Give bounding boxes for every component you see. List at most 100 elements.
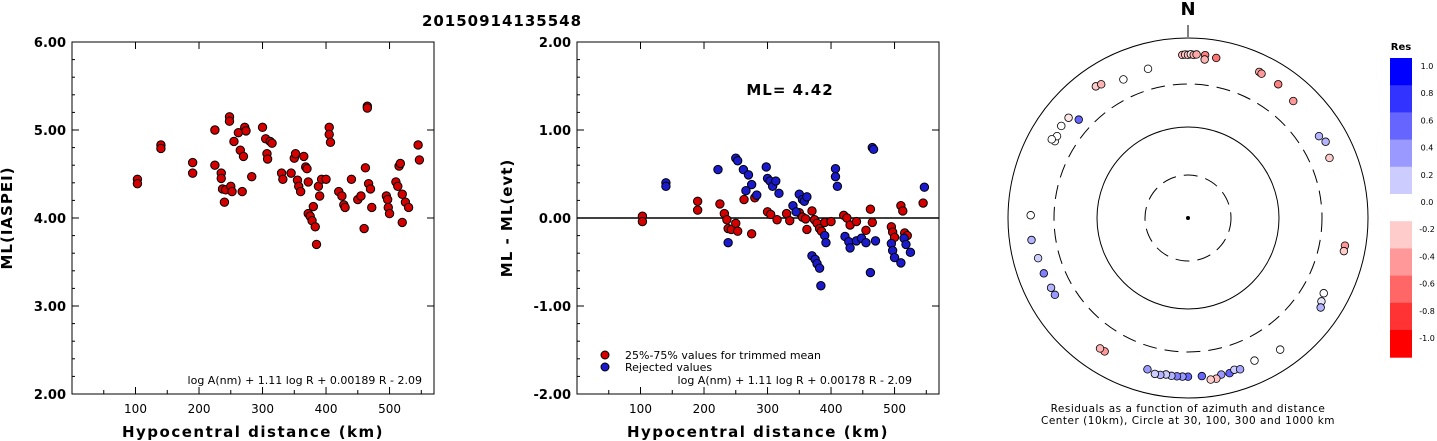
middle-data-point: [800, 214, 811, 224]
colorbar-tick-label: 0.0: [1421, 198, 1434, 207]
polar-data-point: [1274, 80, 1283, 89]
left-data-point: [210, 160, 220, 170]
colorbar-tick-label: 1.0: [1421, 62, 1434, 71]
middle-data-point: [865, 267, 876, 278]
legend-trimmed-label: 25%-75% values for trimmed mean: [625, 349, 821, 362]
middle-xtick-label: 400: [820, 402, 843, 416]
middle-data-point: [889, 252, 900, 263]
middle-data-point: [898, 206, 908, 216]
colorbar-tick-label: 0.6: [1421, 116, 1434, 125]
left-data-point: [414, 155, 425, 165]
polar-data-point: [1039, 269, 1049, 278]
middle-data-point: [832, 181, 843, 192]
left-data-point: [187, 168, 198, 178]
middle-data-point: [785, 215, 795, 226]
middle-data-point: [791, 207, 801, 217]
left-data-point: [290, 149, 301, 159]
colorbar-swatch: [1390, 330, 1412, 358]
legend: 25%-75% values for trimmed mean Rejected…: [600, 349, 821, 374]
polar-data-point: [1027, 235, 1036, 245]
middle-data-point: [861, 225, 871, 236]
ml-value-label: ML= 4.42: [746, 81, 833, 99]
middle-xtick-label: 300: [756, 402, 779, 416]
left-data-point: [224, 116, 235, 126]
ring-100km: [1096, 126, 1280, 310]
polar-data-point: [1319, 289, 1328, 298]
left-data-point: [360, 163, 371, 173]
ring-300km: [1053, 83, 1323, 353]
middle-data-point: [743, 170, 754, 180]
polar-data-points: [1026, 50, 1350, 384]
legend-rejected-marker: [600, 362, 610, 372]
middle-data-point: [814, 263, 825, 273]
middle-formula-text: log A(nm) + 1.11 log R + 0.00178 R - 2.0…: [678, 374, 912, 387]
ring-30km: [1144, 174, 1232, 262]
polar-data-point: [1314, 131, 1324, 141]
colorbar-tick-label: -0.2: [1419, 225, 1435, 234]
left-data-point: [299, 151, 309, 162]
colorbar-swatch: [1390, 194, 1412, 222]
middle-xtick-label: 200: [693, 402, 716, 416]
left-data-point: [311, 239, 322, 250]
polar-data-point: [1235, 365, 1245, 374]
left-data-point: [229, 136, 239, 147]
left-data-point: [321, 174, 331, 184]
colorbar-tick-label: 0.2: [1421, 171, 1434, 180]
middle-ytick-label: 1.00: [539, 124, 571, 139]
polar-data-point: [1200, 55, 1209, 64]
left-data-point: [156, 143, 166, 154]
polar-data-point: [1057, 121, 1066, 131]
middle-data-point: [772, 215, 782, 225]
middle-data-point: [692, 205, 703, 215]
left-data-point: [310, 222, 320, 232]
middle-xtick-label: 500: [883, 402, 906, 416]
middle-ytick-label: -2.00: [534, 388, 571, 403]
left-data-point: [303, 177, 313, 187]
middle-data-point: [861, 237, 871, 248]
left-data-point: [295, 186, 306, 197]
polar-data-point: [1064, 113, 1073, 122]
middle-data-point: [830, 164, 841, 174]
left-y-axis-label: ML(IASPEI): [0, 166, 16, 269]
middle-data-point: [771, 176, 781, 186]
colorbar-title: Res: [1391, 42, 1411, 53]
middle-data-point: [661, 181, 671, 192]
middle-ytick-label: 2.00: [539, 36, 571, 51]
left-ytick-label: 2.00: [34, 388, 66, 403]
middle-scatter-plot: 100 200 300 400 500 -2.00 -1.00 0.00 1.00 2.00 ML…: [498, 36, 940, 441]
legend-trimmed-marker: [600, 350, 610, 360]
epicenter-dot: [1186, 216, 1190, 220]
colorbar-swatches: 1.0 0.8 0.6 0.4 0.2 0.0 -0.2 -0.4 -0.6 -0.8 -1.0: [1390, 58, 1435, 358]
left-xtick-label: 300: [251, 402, 274, 416]
colorbar-swatch: [1390, 85, 1412, 113]
polar-data-point: [1047, 135, 1056, 144]
colorbar-swatch: [1390, 248, 1412, 277]
ring-1000km: [1007, 37, 1369, 399]
middle-data-point: [919, 182, 930, 192]
left-ytick-label: 4.00: [34, 212, 66, 227]
left-data-point: [187, 157, 198, 168]
middle-data-point: [766, 209, 776, 220]
compass-north-label: N: [1180, 0, 1195, 20]
middle-data-point: [868, 144, 879, 155]
left-data-point: [210, 125, 220, 135]
colorbar-tick-label: -0.4: [1419, 252, 1435, 261]
polar-data-point: [1316, 303, 1325, 312]
left-formula-text: log A(nm) + 1.11 log R + 0.00189 R - 2.0…: [188, 374, 422, 387]
colorbar-tick-label: -0.8: [1419, 307, 1435, 316]
middle-data-point: [692, 196, 703, 206]
left-data-point: [237, 186, 247, 197]
left-data-point: [397, 189, 407, 199]
middle-data-points: [637, 142, 930, 291]
left-axis-ticks: 100 200 300 400 500 2.00 3.00 4.00 5.00 6.00: [34, 36, 434, 416]
middle-data-point: [918, 198, 928, 208]
figure-title: 20150914135548: [422, 12, 582, 30]
left-data-point: [241, 126, 251, 136]
left-data-point: [382, 194, 393, 205]
polar-data-point: [1095, 344, 1105, 353]
legend-rejected-label: Rejected values: [625, 361, 712, 374]
left-data-point: [219, 197, 230, 207]
left-data-point: [325, 137, 336, 148]
middle-data-point: [826, 216, 836, 227]
